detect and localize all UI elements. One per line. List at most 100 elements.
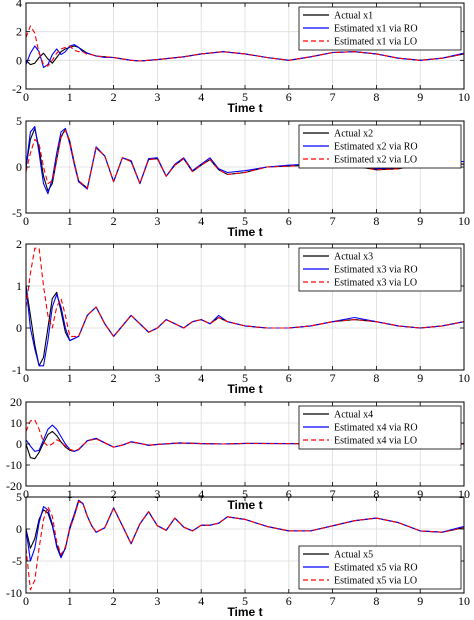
x-tick-label: 6: [286, 594, 292, 608]
x-tick-label: 6: [286, 214, 292, 228]
legend-entry: Estimated x1 via LO: [334, 37, 417, 48]
x-tick-label: 8: [373, 371, 379, 385]
x-tick-label: 7: [330, 487, 336, 501]
x-tick-label: 4: [198, 214, 204, 228]
legend-entry: Actual x4: [334, 410, 373, 421]
legend-entry: Estimated x3 via LO: [334, 278, 417, 289]
x-tick-label: 2: [111, 214, 117, 228]
x-tick-label: 8: [373, 594, 379, 608]
y-tick-label: 5: [16, 490, 22, 504]
legend-entry: Actual x5: [334, 550, 373, 561]
x-tick-label: 4: [198, 371, 204, 385]
legend: Actual x2 Estimated x2 via RO Estimated x2…: [298, 124, 462, 169]
x-tick-label: 9: [417, 594, 423, 608]
y-tick-label: -5: [12, 206, 22, 220]
legend-entry: Actual x1: [334, 11, 373, 22]
x-tick-label: 3: [154, 90, 160, 104]
legend: Actual x5 Estimated x5 via RO Estimated x5…: [298, 545, 462, 590]
series-line-lo-estimate: [25, 500, 465, 591]
x-tick-label: 4: [198, 90, 204, 104]
legend-entry: Estimated x4 via RO: [334, 423, 418, 434]
x-tick-label: 9: [417, 90, 423, 104]
x-tick-label: 1: [67, 90, 73, 104]
x-tick-label: 3: [154, 214, 160, 228]
x-tick-label: 8: [373, 214, 379, 228]
legend-entry: Estimated x2 via LO: [334, 155, 417, 166]
x-tick-label: 1: [67, 487, 73, 501]
y-tick-label: 0: [16, 321, 22, 335]
y-tick-label: 0: [16, 53, 22, 67]
x-tick-label: 8: [373, 90, 379, 104]
x-tick-label: 2: [111, 371, 117, 385]
x-tick-label: 9: [417, 371, 423, 385]
legend-entry: Estimated x5 via LO: [334, 576, 417, 587]
legend-entry: Estimated x5 via RO: [334, 563, 418, 574]
x-tick-label: 5: [242, 371, 248, 385]
x-tick-label: 0: [23, 90, 29, 104]
x-tick-label: 9: [417, 214, 423, 228]
legend-entry: Estimated x3 via RO: [334, 265, 418, 276]
x-tick-label: 10: [458, 594, 470, 608]
x-tick-label: 10: [458, 214, 470, 228]
y-tick-label: -20: [6, 479, 22, 493]
y-tick-label: 4: [16, 0, 22, 10]
y-tick-label: 10: [10, 416, 22, 430]
x-tick-label: 6: [286, 90, 292, 104]
x-tick-label: 7: [330, 214, 336, 228]
x-tick-label: 1: [67, 594, 73, 608]
x-axis-label: Time t: [227, 605, 262, 619]
series-line-lo-estimate: [25, 25, 465, 67]
series-line-lo-estimate: [25, 419, 464, 452]
x-tick-label: 5: [242, 594, 248, 608]
y-tick-label: 0: [16, 160, 22, 174]
y-tick-label: -10: [6, 458, 22, 472]
y-tick-label: 5: [16, 114, 22, 128]
x-tick-label: 10: [458, 371, 470, 385]
x-tick-label: 6: [286, 371, 292, 385]
y-tick-label: -10: [6, 586, 22, 600]
x-tick-label: 7: [330, 90, 336, 104]
x-tick-label: 3: [154, 371, 160, 385]
legend-entry: Estimated x2 via RO: [334, 142, 418, 153]
x-tick-label: 6: [286, 487, 292, 501]
legend-entry: Estimated x1 via RO: [334, 24, 418, 35]
series-line-lo-estimate: [25, 247, 465, 337]
y-tick-label: 2: [16, 25, 22, 39]
x-tick-label: 3: [154, 594, 160, 608]
legend-entry: Actual x3: [334, 252, 373, 263]
x-tick-label: 9: [417, 487, 423, 501]
legend: Actual x4 Estimated x4 via RO Estimated x4…: [298, 405, 462, 450]
x-tick-label: 2: [111, 487, 117, 501]
x-tick-label: 0: [23, 214, 29, 228]
y-tick-label: 0: [16, 437, 22, 451]
x-tick-label: 10: [458, 90, 470, 104]
x-tick-label: 4: [198, 594, 204, 608]
y-tick-label: -1: [12, 363, 22, 377]
x-tick-label: 1: [67, 214, 73, 228]
x-axis-label: Time t: [227, 101, 262, 115]
x-tick-label: 4: [198, 487, 204, 501]
x-tick-label: 1: [67, 371, 73, 385]
x-tick-label: 5: [242, 487, 248, 501]
x-tick-label: 0: [23, 594, 29, 608]
x-tick-label: 0: [23, 371, 29, 385]
y-tick-label: -2: [12, 82, 22, 96]
y-tick-label: 0: [16, 522, 22, 536]
legend: Actual x1 Estimated x1 via RO Estimated x1…: [298, 6, 462, 51]
x-tick-label: 3: [154, 487, 160, 501]
x-tick-label: 7: [330, 371, 336, 385]
x-tick-label: 8: [373, 487, 379, 501]
x-tick-label: 5: [242, 214, 248, 228]
legend: Actual x3 Estimated x3 via RO Estimated x3…: [298, 247, 462, 292]
x-tick-label: 2: [111, 594, 117, 608]
y-tick-label: -5: [12, 554, 22, 568]
legend-entry: Actual x2: [334, 129, 373, 140]
x-tick-label: 2: [111, 90, 117, 104]
y-tick-label: 20: [10, 395, 22, 409]
